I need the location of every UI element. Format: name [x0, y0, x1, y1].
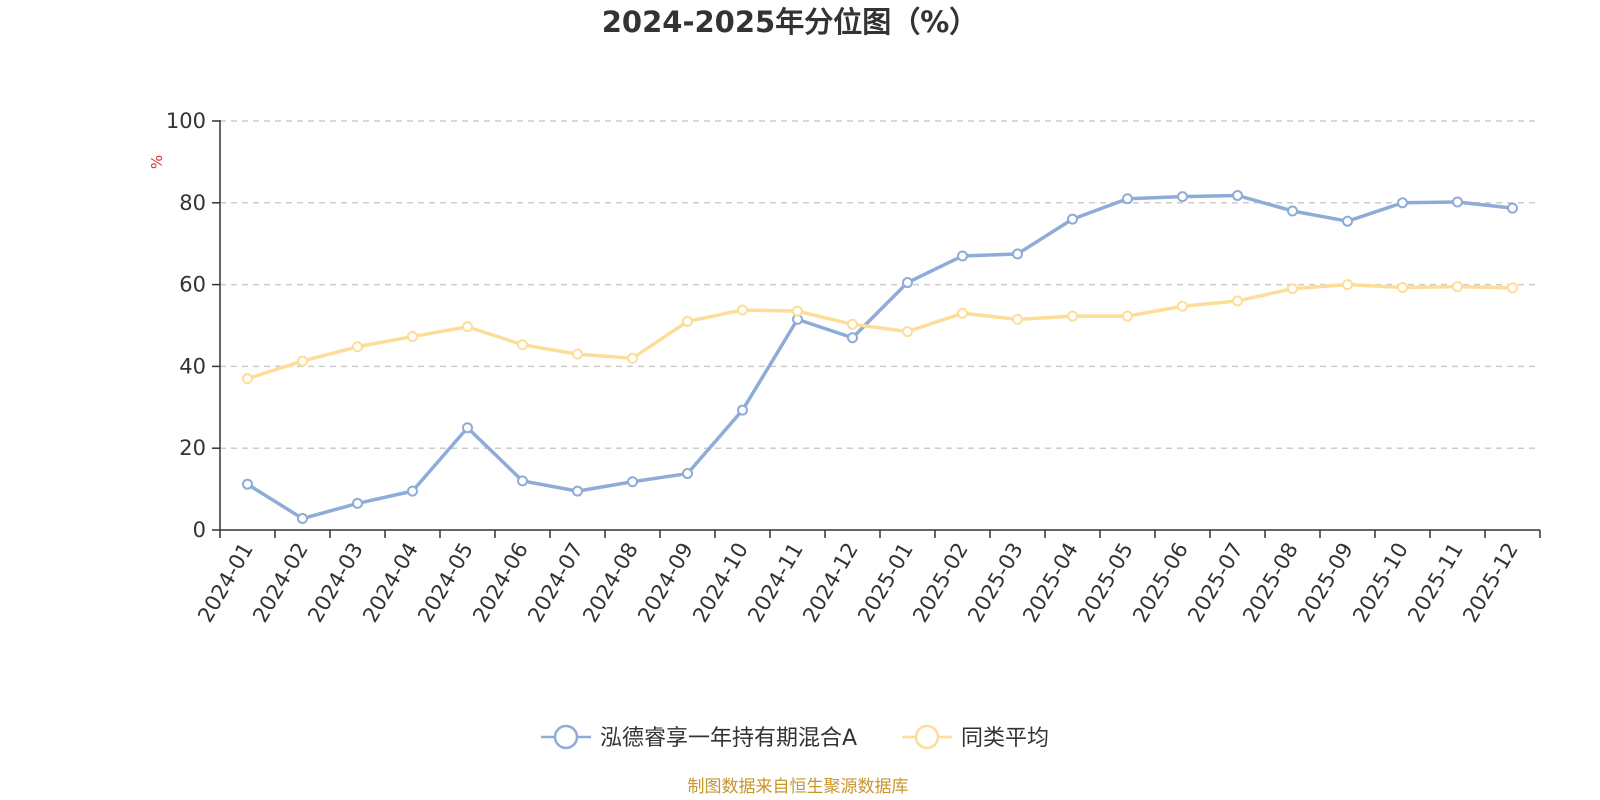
data-point[interactable] — [957, 250, 968, 262]
source-note: 制图数据来自恒生聚源数据库 — [688, 777, 909, 797]
data-point[interactable] — [352, 341, 363, 353]
legend-label-series-1: 泓德睿享一年持有期混合A — [600, 726, 857, 751]
data-point[interactable] — [1012, 313, 1023, 325]
data-point[interactable] — [572, 485, 583, 497]
data-point[interactable] — [1232, 189, 1243, 201]
legend-label-series-2: 同类平均 — [961, 726, 1049, 751]
legend-item-series-2[interactable]: 同类平均 — [902, 724, 1049, 751]
y-tick-label: 40 — [179, 354, 206, 378]
data-point[interactable] — [242, 478, 253, 490]
series-1 — [242, 189, 1518, 525]
data-point[interactable] — [902, 277, 913, 289]
data-point[interactable] — [1177, 300, 1188, 312]
data-point[interactable] — [1507, 202, 1518, 214]
data-point[interactable] — [1232, 295, 1243, 307]
data-point[interactable] — [462, 321, 473, 333]
data-point[interactable] — [847, 318, 858, 330]
data-point[interactable] — [1177, 191, 1188, 203]
data-point[interactable] — [1452, 281, 1463, 293]
data-point[interactable] — [1342, 279, 1353, 291]
y-axis-unit: % — [148, 155, 166, 169]
axes: 0204060801002024-012024-022024-032024-04… — [166, 109, 1541, 627]
grid-lines — [220, 120, 1540, 449]
data-point[interactable] — [352, 497, 363, 509]
series-2 — [242, 279, 1518, 385]
y-tick-label: 0 — [193, 518, 206, 542]
data-point[interactable] — [1122, 193, 1133, 205]
y-tick-label: 100 — [166, 109, 206, 133]
data-point[interactable] — [572, 348, 583, 360]
data-point[interactable] — [407, 485, 418, 497]
data-point[interactable] — [627, 352, 638, 364]
legend-item-series-1[interactable]: 泓德睿享一年持有期混合A — [541, 724, 857, 751]
data-point[interactable] — [297, 513, 308, 525]
data-point[interactable] — [682, 468, 693, 480]
series-line — [245, 282, 1515, 381]
data-point[interactable] — [737, 304, 748, 316]
series-line — [245, 193, 1515, 521]
series-lines — [242, 189, 1518, 525]
legend[interactable]: 泓德睿享一年持有期混合A 同类平均 — [541, 724, 1049, 751]
data-point[interactable] — [1287, 283, 1298, 295]
data-point[interactable] — [517, 339, 528, 351]
data-point[interactable] — [1012, 248, 1023, 260]
data-point[interactable] — [462, 422, 473, 434]
data-point[interactable] — [1122, 310, 1133, 322]
x-tick-label: 2025-12 — [1458, 539, 1523, 627]
data-point[interactable] — [957, 307, 968, 319]
legend-marker-series-1 — [553, 724, 579, 750]
data-point[interactable] — [737, 404, 748, 416]
data-point[interactable] — [517, 475, 528, 487]
y-tick-label: 60 — [179, 273, 206, 297]
data-point[interactable] — [1507, 282, 1518, 294]
data-point[interactable] — [1067, 310, 1078, 322]
y-tick-label: 20 — [179, 436, 206, 460]
data-point[interactable] — [1067, 213, 1078, 225]
data-point[interactable] — [407, 331, 418, 343]
data-point[interactable] — [792, 305, 803, 317]
data-point[interactable] — [682, 315, 693, 327]
y-tick-label: 80 — [179, 191, 206, 215]
data-point[interactable] — [627, 476, 638, 488]
data-point[interactable] — [1397, 197, 1408, 209]
chart-title: 2024-2025年分位图（%） — [602, 5, 979, 39]
data-point[interactable] — [242, 373, 253, 385]
data-point[interactable] — [1342, 215, 1353, 227]
data-point[interactable] — [1287, 205, 1298, 217]
data-point[interactable] — [902, 326, 913, 338]
data-point[interactable] — [1397, 281, 1408, 293]
data-point[interactable] — [297, 355, 308, 367]
legend-marker-series-2 — [914, 724, 940, 750]
data-point[interactable] — [847, 332, 858, 344]
data-point[interactable] — [1452, 196, 1463, 208]
